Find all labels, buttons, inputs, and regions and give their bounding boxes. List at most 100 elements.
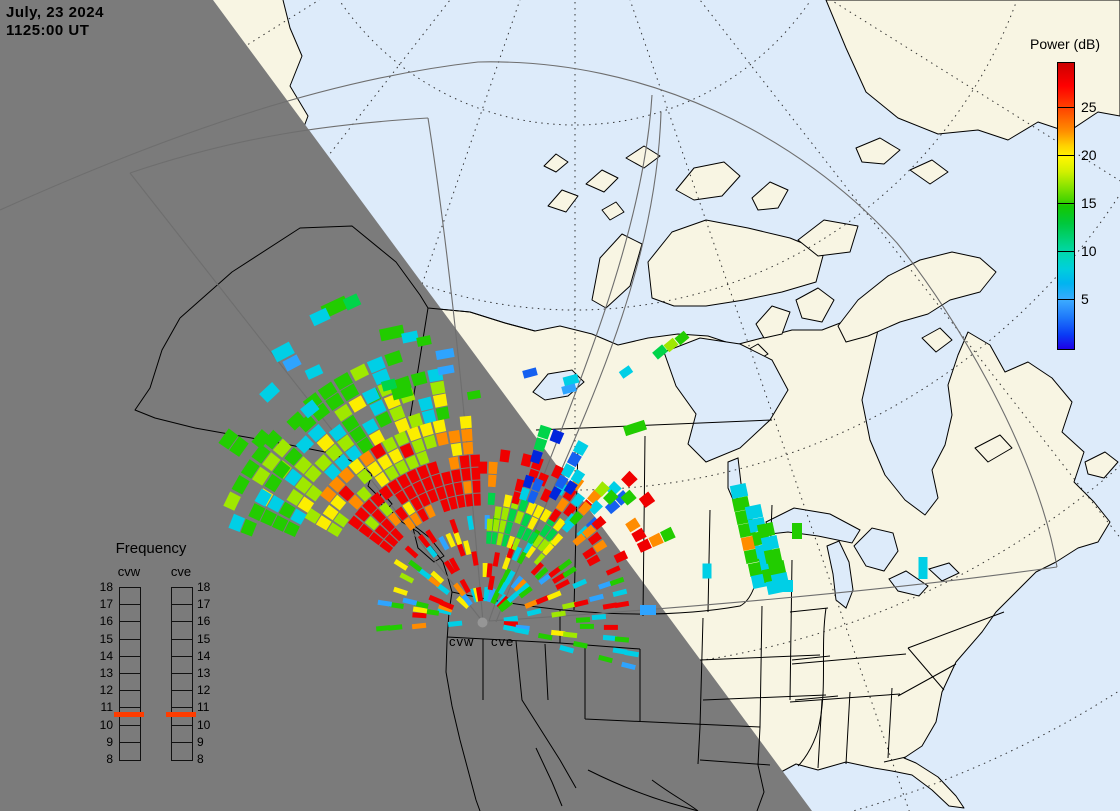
backscatter-cell — [286, 488, 304, 506]
backscatter-cell — [418, 492, 431, 507]
backscatter-cell — [333, 372, 353, 391]
backscatter-cell — [412, 612, 427, 619]
backscatter-cell — [337, 434, 355, 452]
backscatter-cell — [488, 461, 498, 475]
backscatter-cell — [527, 516, 539, 530]
backscatter-cell — [591, 614, 607, 621]
backscatter-cell — [251, 444, 271, 464]
backscatter-cell — [516, 582, 530, 596]
backscatter-cell — [377, 454, 393, 470]
backscatter-cell — [402, 597, 418, 606]
backscatter-cell — [566, 451, 582, 468]
backscatter-cell — [471, 551, 479, 566]
backscatter-cell — [267, 495, 285, 513]
frequency-marker-cve — [166, 712, 196, 718]
backscatter-cell — [498, 520, 507, 533]
backscatter-cell — [573, 599, 589, 608]
state-borders-midwest — [789, 559, 839, 767]
backscatter-cell — [389, 405, 406, 422]
backscatter-cell — [262, 429, 283, 450]
backscatter-blip — [783, 580, 793, 592]
frequency-bar-divider — [120, 690, 140, 692]
backscatter-cell — [384, 350, 403, 367]
frequency-bar-divider — [172, 638, 192, 640]
prince-of-wales-island — [755, 305, 791, 339]
backscatter-cells — [218, 293, 928, 671]
backscatter-blip — [561, 383, 577, 395]
backscatter-cell — [448, 430, 461, 444]
backscatter-cell — [432, 419, 447, 434]
backscatter-cell — [591, 515, 607, 530]
nova-scotia — [974, 434, 1013, 463]
backscatter-cell — [341, 414, 360, 433]
backscatter-cell — [358, 523, 373, 538]
frequency-bar-divider — [172, 604, 192, 606]
frequency-bar-divider — [120, 604, 140, 606]
backscatter-cell — [531, 477, 544, 492]
backscatter-cell — [370, 443, 386, 460]
backscatter-cell — [435, 582, 450, 596]
backscatter-cell — [424, 608, 440, 616]
fov-cvw-right-edge — [427, 117, 484, 623]
backscatter-cell — [562, 601, 577, 610]
fov-cve-right-edge — [488, 566, 1058, 622]
backscatter-cell — [447, 620, 463, 628]
backscatter-cell — [425, 529, 438, 544]
backscatter-cell — [322, 504, 339, 521]
backscatter-cell — [324, 463, 341, 481]
devon-island — [797, 219, 859, 257]
backscatter-cell — [459, 455, 470, 469]
backscatter-cell — [525, 501, 537, 516]
backscatter-cell — [345, 445, 362, 462]
frequency-tick-label-right: 17 — [197, 597, 211, 612]
backscatter-cell — [511, 546, 522, 562]
backscatter-cell — [456, 595, 470, 609]
colorbar-tick-label: 25 — [1081, 99, 1097, 115]
timestamp-time: 1125:00 UT — [6, 22, 90, 39]
backscatter-cell — [328, 423, 347, 442]
backscatter-cell — [501, 534, 510, 547]
backscatter-cell — [448, 456, 460, 470]
backscatter-cell — [395, 490, 409, 505]
backscatter-cell — [491, 532, 498, 545]
backscatter-cell — [297, 413, 317, 433]
frequency-bar-divider — [120, 638, 140, 640]
backscatter-cell — [549, 429, 565, 445]
backscatter-cell — [421, 476, 434, 492]
backscatter-cell — [444, 483, 455, 498]
backscatter-cell — [394, 430, 410, 447]
backscatter-cell — [325, 443, 343, 462]
backscatter-cell — [340, 383, 360, 402]
backscatter-cell — [563, 503, 577, 518]
frequency-bar-divider — [120, 707, 140, 709]
backscatter-cell — [579, 623, 594, 629]
backscatter-cell — [545, 528, 558, 542]
backscatter-cell — [525, 545, 537, 559]
backscatter-cell — [478, 461, 488, 474]
backscatter-cell — [518, 586, 533, 599]
frequency-bar-divider — [172, 690, 192, 692]
backscatter-cell — [555, 497, 570, 512]
backscatter-blip — [918, 557, 928, 579]
backscatter-blip — [342, 293, 362, 311]
backscatter-cell — [366, 461, 383, 477]
backscatter-cell — [569, 511, 584, 526]
backscatter-cell — [334, 453, 352, 471]
backscatter-cell — [264, 473, 283, 493]
backscatter-cell — [539, 524, 552, 538]
backscatter-cell — [272, 515, 289, 532]
backscatter-cell — [377, 599, 393, 607]
backscatter-cell — [603, 624, 618, 630]
frequency-legend: Frequency cvw cve 18 18 17 17 16 16 15 15 14 14 13… — [85, 540, 217, 778]
state-borders-central — [584, 605, 827, 811]
fov-cvw-left-edge — [129, 172, 484, 623]
backscatter-cell — [430, 380, 446, 395]
backscatter-cell — [570, 469, 586, 485]
backscatter-cell — [594, 481, 610, 497]
backscatter-cell — [449, 518, 459, 534]
backscatter-cell — [362, 387, 380, 405]
backscatter-cell — [562, 631, 578, 639]
lake-ontario — [928, 562, 960, 582]
backscatter-cell — [593, 539, 608, 553]
